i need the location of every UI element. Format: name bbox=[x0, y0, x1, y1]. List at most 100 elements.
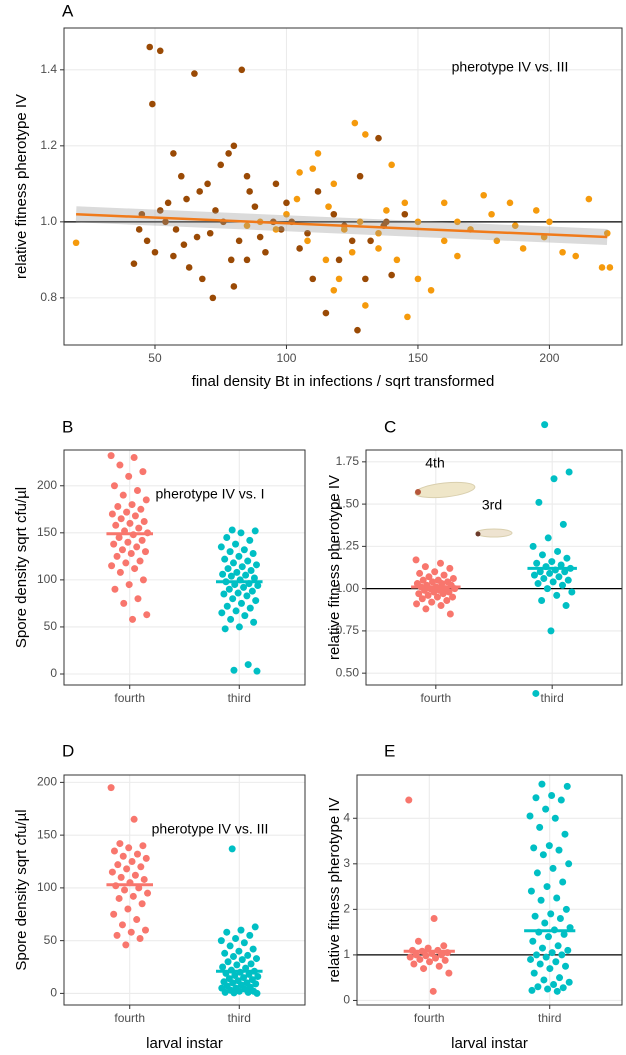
y-tick-label: 100 bbox=[37, 572, 57, 586]
point bbox=[414, 218, 422, 226]
point bbox=[449, 574, 457, 582]
point bbox=[107, 452, 115, 460]
point bbox=[221, 988, 229, 996]
y-tick-label: 3 bbox=[343, 856, 350, 870]
point bbox=[229, 595, 237, 603]
y-tick-label: 200 bbox=[37, 478, 57, 492]
point bbox=[356, 218, 364, 226]
y-tick-label: 0 bbox=[50, 986, 57, 1000]
point bbox=[454, 252, 461, 260]
y-tick-label: 1.4 bbox=[40, 62, 57, 76]
point bbox=[130, 815, 138, 823]
point bbox=[252, 980, 260, 988]
point bbox=[541, 919, 549, 927]
point bbox=[351, 119, 359, 127]
point bbox=[125, 581, 133, 589]
larva-head bbox=[475, 531, 481, 537]
y-tick-label: 0.50 bbox=[336, 665, 360, 679]
point bbox=[529, 542, 537, 550]
point bbox=[553, 987, 561, 995]
point bbox=[113, 552, 121, 560]
point bbox=[546, 218, 553, 226]
point bbox=[559, 984, 567, 992]
point bbox=[244, 988, 252, 996]
point bbox=[538, 944, 546, 952]
point bbox=[348, 248, 356, 256]
point bbox=[322, 309, 330, 317]
point bbox=[446, 564, 454, 572]
point bbox=[116, 568, 124, 576]
point bbox=[206, 229, 214, 237]
point bbox=[244, 557, 252, 565]
larva-head bbox=[415, 489, 421, 495]
point bbox=[224, 565, 232, 573]
point bbox=[229, 559, 237, 567]
point bbox=[151, 248, 159, 256]
point bbox=[536, 960, 544, 968]
x-tick-label: fourth bbox=[420, 691, 451, 705]
point bbox=[562, 602, 570, 610]
point bbox=[237, 599, 245, 607]
point bbox=[229, 979, 237, 987]
y-tick-label: 150 bbox=[37, 827, 57, 841]
point bbox=[561, 568, 569, 576]
y-tick-label: 1.50 bbox=[336, 496, 360, 510]
point bbox=[170, 150, 177, 157]
point bbox=[557, 796, 565, 804]
point bbox=[262, 248, 269, 256]
point bbox=[209, 294, 217, 302]
point bbox=[309, 275, 317, 283]
point bbox=[441, 956, 449, 964]
point bbox=[404, 313, 411, 321]
point bbox=[224, 958, 232, 966]
point bbox=[72, 239, 80, 247]
point bbox=[119, 852, 127, 860]
point bbox=[156, 207, 164, 214]
panel-background bbox=[64, 28, 622, 345]
point bbox=[238, 66, 246, 74]
point bbox=[226, 942, 234, 950]
point bbox=[568, 588, 576, 596]
x-tick-label: 50 bbox=[148, 351, 162, 365]
panel-background bbox=[366, 450, 622, 685]
y-axis-title: Spore density sqrt cfu/µl bbox=[13, 487, 30, 648]
point bbox=[130, 454, 138, 462]
point bbox=[535, 498, 543, 506]
point bbox=[146, 43, 154, 51]
y-tick-label: 50 bbox=[44, 619, 58, 633]
point bbox=[414, 275, 422, 283]
point bbox=[235, 623, 243, 631]
point bbox=[362, 302, 369, 309]
point bbox=[540, 976, 548, 984]
point bbox=[427, 286, 435, 294]
point bbox=[561, 830, 569, 838]
point bbox=[546, 965, 554, 973]
point bbox=[532, 794, 540, 802]
point bbox=[131, 565, 139, 573]
point bbox=[177, 172, 185, 180]
x-axis-title: larval instar bbox=[146, 1035, 223, 1052]
point bbox=[249, 945, 257, 953]
point bbox=[238, 563, 246, 571]
point bbox=[122, 559, 130, 567]
y-tick-label: 1.25 bbox=[336, 539, 360, 553]
point bbox=[544, 933, 552, 941]
point bbox=[108, 510, 116, 518]
point bbox=[548, 558, 556, 566]
point bbox=[375, 245, 382, 252]
point bbox=[553, 894, 561, 902]
point bbox=[156, 47, 164, 55]
point bbox=[554, 547, 562, 555]
panel-letter: B bbox=[62, 417, 73, 436]
point bbox=[140, 518, 148, 526]
panel-border bbox=[63, 27, 623, 346]
point bbox=[555, 846, 563, 854]
point bbox=[232, 935, 240, 943]
point bbox=[531, 912, 539, 920]
point bbox=[401, 210, 409, 218]
point bbox=[559, 248, 566, 256]
point bbox=[603, 229, 611, 237]
point bbox=[558, 951, 566, 959]
point bbox=[125, 844, 133, 852]
